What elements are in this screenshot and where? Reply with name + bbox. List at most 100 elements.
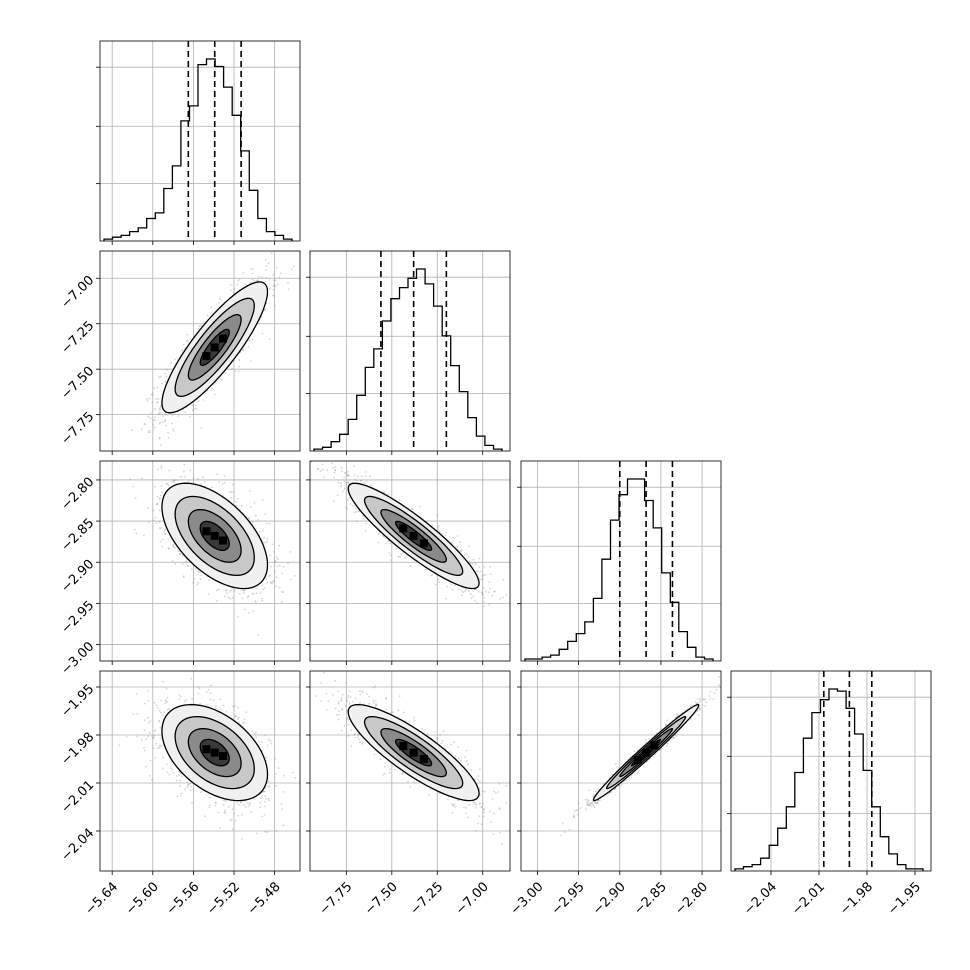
sample-point	[248, 802, 251, 804]
sample-point	[156, 707, 159, 709]
sample-point	[356, 479, 359, 482]
sample-point	[272, 285, 275, 288]
sample-point	[143, 423, 146, 425]
sample-point	[164, 419, 167, 421]
sample-point	[167, 547, 170, 549]
sample-point	[147, 507, 150, 509]
axes-frame	[99, 40, 301, 242]
sample-point	[265, 269, 267, 271]
sample-point	[164, 372, 166, 375]
sample-point	[152, 423, 154, 426]
sample-point	[237, 716, 240, 719]
sample-point	[197, 692, 200, 695]
sample-point	[268, 799, 270, 802]
sample-point	[131, 429, 134, 432]
sample-point	[156, 401, 158, 404]
sample-point	[170, 767, 172, 770]
sample-point	[252, 521, 254, 523]
sample-point	[255, 587, 258, 590]
sample-point	[277, 558, 279, 561]
density-cell	[210, 531, 219, 540]
sample-point	[203, 481, 206, 483]
sample-point	[346, 507, 348, 510]
sample-point	[226, 589, 228, 592]
sample-point	[176, 779, 178, 782]
sample-point	[241, 813, 243, 816]
sample-point	[159, 494, 162, 497]
sample-point	[276, 283, 279, 286]
sample-point	[246, 596, 249, 599]
sample-point	[145, 398, 148, 401]
contour-line	[199, 738, 230, 767]
sample-point	[482, 574, 485, 576]
sample-point	[484, 574, 487, 576]
sample-point	[269, 740, 272, 743]
hist-panel-3	[727, 670, 932, 875]
sample-point	[261, 584, 264, 587]
sample-point	[146, 400, 149, 403]
sample-point	[173, 479, 176, 481]
panel-content	[100, 251, 300, 451]
contour-line	[187, 508, 242, 563]
sample-point	[438, 529, 440, 532]
sample-point	[132, 485, 135, 488]
sample-point	[211, 486, 213, 489]
sample-point	[190, 677, 193, 680]
sample-point	[265, 759, 268, 762]
sample-point	[493, 590, 496, 593]
scatter-panel-3-0	[96, 670, 301, 875]
sample-point	[165, 368, 168, 371]
sample-point	[165, 424, 168, 427]
sample-point	[168, 707, 171, 710]
sample-point	[199, 703, 202, 705]
sample-point	[360, 479, 362, 482]
sample-point	[255, 592, 258, 594]
axes-frame	[520, 460, 722, 662]
sample-point	[166, 701, 169, 703]
contour-line	[187, 727, 242, 778]
sample-point	[256, 279, 258, 282]
sample-point	[140, 428, 143, 431]
sample-point	[168, 773, 171, 776]
sample-point	[149, 431, 151, 434]
sample-point	[263, 790, 265, 793]
sample-point	[207, 593, 210, 596]
sample-point	[189, 415, 191, 418]
sample-point	[456, 535, 459, 537]
sample-point	[465, 588, 467, 590]
sample-point	[182, 575, 185, 578]
sample-point	[148, 397, 151, 400]
sample-point	[362, 482, 364, 484]
sample-point	[179, 553, 182, 555]
sample-point	[254, 514, 257, 517]
sample-point	[247, 345, 250, 348]
sample-point	[143, 747, 145, 749]
sample-point	[235, 715, 237, 717]
sample-point	[162, 415, 165, 417]
sample-point	[241, 348, 244, 351]
sample-point	[217, 811, 220, 814]
sample-point	[242, 349, 245, 352]
sample-point	[154, 729, 157, 731]
sample-point	[211, 387, 213, 390]
sample-point	[262, 588, 264, 591]
sample-point	[183, 470, 185, 473]
sample-point	[185, 561, 188, 564]
sample-point	[256, 279, 259, 282]
sample-point	[242, 722, 244, 724]
sample-point	[172, 428, 175, 430]
sample-point	[251, 730, 254, 733]
sample-point	[222, 803, 225, 806]
sample-point	[200, 483, 202, 486]
sample-point	[262, 529, 264, 532]
sample-point	[181, 349, 184, 352]
sample-point	[231, 367, 234, 370]
sample-point	[243, 589, 246, 591]
sample-point	[437, 525, 440, 527]
sample-point	[202, 476, 205, 479]
sample-point	[209, 692, 212, 694]
sample-point	[294, 776, 297, 779]
sample-point	[274, 304, 276, 307]
sample-point	[351, 504, 354, 507]
sample-point	[468, 545, 470, 548]
